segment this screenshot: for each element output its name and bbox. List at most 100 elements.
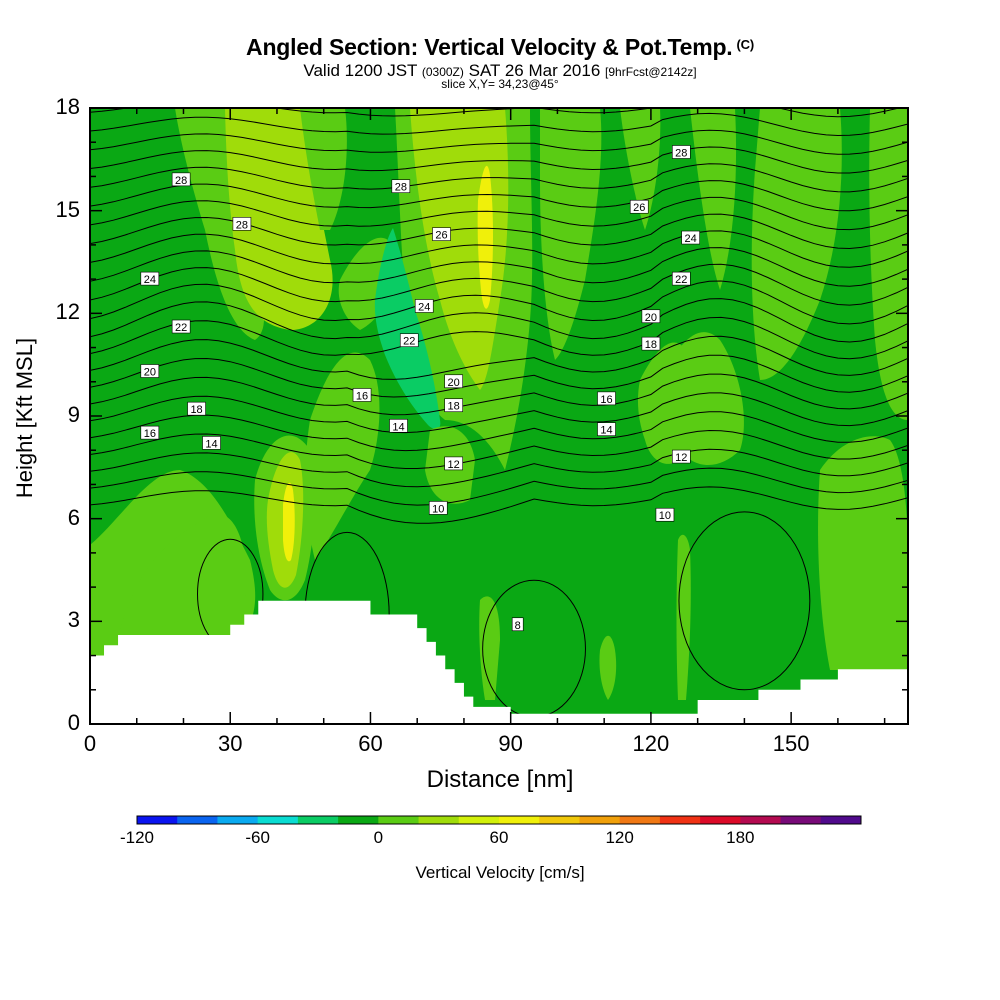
y-tick-label: 6 <box>67 504 80 530</box>
theta-contour-line <box>678 511 811 691</box>
svg-text:26: 26 <box>633 202 645 214</box>
svg-text:16: 16 <box>600 394 612 406</box>
valid-date: SAT 26 Mar 2016 <box>468 61 601 80</box>
y-tick-label: 3 <box>67 607 80 633</box>
theta-contour-line <box>90 486 908 524</box>
theta-contour-label: 22 <box>399 333 419 348</box>
colorbar-label: 180 <box>726 828 755 847</box>
theta-contour-label: 16 <box>597 391 616 406</box>
theta-contour-label: 18 <box>187 401 206 416</box>
slice-info: slice X,Y= 34,23@45° <box>441 77 559 91</box>
svg-text:14: 14 <box>205 438 217 450</box>
updraft-region <box>540 108 602 360</box>
x-tick-label: 90 <box>498 731 523 756</box>
theta-contour-line <box>90 392 908 434</box>
theta-contour-line <box>90 196 908 231</box>
colorbar-swatch <box>579 816 621 824</box>
valid-utc: (0300Z) <box>421 65 464 79</box>
theta-contour-line <box>90 467 908 506</box>
svg-text:12: 12 <box>675 452 687 464</box>
theta-contour-label: 14 <box>202 436 221 450</box>
updraft-region <box>225 108 333 330</box>
colorbar-swatch <box>499 816 540 824</box>
theta-contour-labels: 28 28 24 22 20 18 16 14 28 26 24 22 20 18 16 14 12 10 8 28 2… <box>140 145 700 632</box>
updraft-region <box>676 534 691 700</box>
svg-text:14: 14 <box>392 421 404 433</box>
colorbar-label: 120 <box>605 828 634 847</box>
theta-contour-label: 20 <box>444 374 463 389</box>
colorbar-swatch <box>780 816 822 824</box>
theta-contour-label: 18 <box>641 336 661 351</box>
svg-text:20: 20 <box>144 367 156 379</box>
theta-contour-label: 22 <box>171 319 191 334</box>
theta-contour-line <box>90 354 908 398</box>
theta-contour-line <box>90 448 908 488</box>
svg-text:24: 24 <box>685 233 697 245</box>
axis-tick-marks <box>89 107 908 725</box>
updraft-region <box>869 108 908 420</box>
theta-contour-label: 12 <box>671 449 691 464</box>
forecast-info: [9hrFcst@2142z] <box>605 65 697 79</box>
theta-contour-label: 20 <box>140 364 160 379</box>
y-tick-label: 9 <box>67 402 80 427</box>
theta-contour-line <box>90 373 908 416</box>
theta-contour-label: 24 <box>681 230 700 245</box>
x-tick-label: 150 <box>772 731 810 756</box>
colorbar-frame <box>136 815 862 825</box>
colorbar-swatch <box>177 816 218 824</box>
theta-contour-line <box>90 298 908 343</box>
velocity-shading <box>90 108 908 710</box>
svg-text:28: 28 <box>236 219 248 231</box>
theta-contour-label: 20 <box>641 309 661 324</box>
theta-contour-label: 18 <box>444 398 463 413</box>
theta-contours <box>90 108 908 718</box>
svg-text:16: 16 <box>356 390 368 402</box>
chart-title: Angled Section: Vertical Velocity & Pot.… <box>0 34 1000 61</box>
svg-text:20: 20 <box>448 377 460 389</box>
theta-contour-line <box>90 146 908 174</box>
valid-prefix: Valid 1200 JST <box>303 61 418 80</box>
theta-contour-line <box>90 129 908 155</box>
colorbar-label: 0 <box>373 828 384 847</box>
svg-text:28: 28 <box>175 175 187 187</box>
theta-contour-line <box>90 280 908 325</box>
svg-text:28: 28 <box>395 182 407 194</box>
colorbar-swatch <box>378 816 420 824</box>
svg-text:18: 18 <box>645 339 657 351</box>
theta-contour-label: 16 <box>140 425 160 440</box>
theta-contour-label: 24 <box>414 299 434 313</box>
updraft-core <box>477 165 493 309</box>
colorbar-swatch <box>297 816 339 824</box>
y-tick-label: 0 <box>67 710 80 735</box>
x-tick-label: 120 <box>632 731 670 756</box>
theta-contour-label: 28 <box>391 179 411 194</box>
colorbar-swatch <box>539 816 580 824</box>
updraft-region <box>658 332 744 465</box>
theta-contour-label: 10 <box>428 501 448 515</box>
colorbar-swatch <box>257 816 299 824</box>
theta-contour-line <box>90 429 908 469</box>
theta-contour-label: 26 <box>432 227 451 242</box>
colorbar-swatch <box>700 816 741 824</box>
updraft-region <box>818 436 908 670</box>
theta-contour-line <box>90 112 908 137</box>
svg-text:18: 18 <box>448 401 460 413</box>
updraft-region <box>690 108 737 290</box>
theta-contour-line <box>90 247 908 287</box>
theta-contour-line <box>90 411 908 452</box>
theta-contour-label: 24 <box>140 271 160 286</box>
svg-text:20: 20 <box>645 312 657 324</box>
svg-text:22: 22 <box>175 322 187 334</box>
colorbar-label: 60 <box>489 828 509 847</box>
svg-text:28: 28 <box>675 147 687 159</box>
theta-contour-line <box>90 180 908 212</box>
theta-contour-line <box>90 263 908 306</box>
colorbar-label: -60 <box>245 828 270 847</box>
colorbar-title: Vertical Velocity [cm/s] <box>415 863 585 882</box>
updraft-region <box>620 108 661 230</box>
svg-text:22: 22 <box>403 336 415 348</box>
svg-text:24: 24 <box>144 274 156 286</box>
svg-text:12: 12 <box>448 459 460 471</box>
theta-contour-label: 14 <box>597 422 616 437</box>
theta-contour-line <box>90 163 908 193</box>
